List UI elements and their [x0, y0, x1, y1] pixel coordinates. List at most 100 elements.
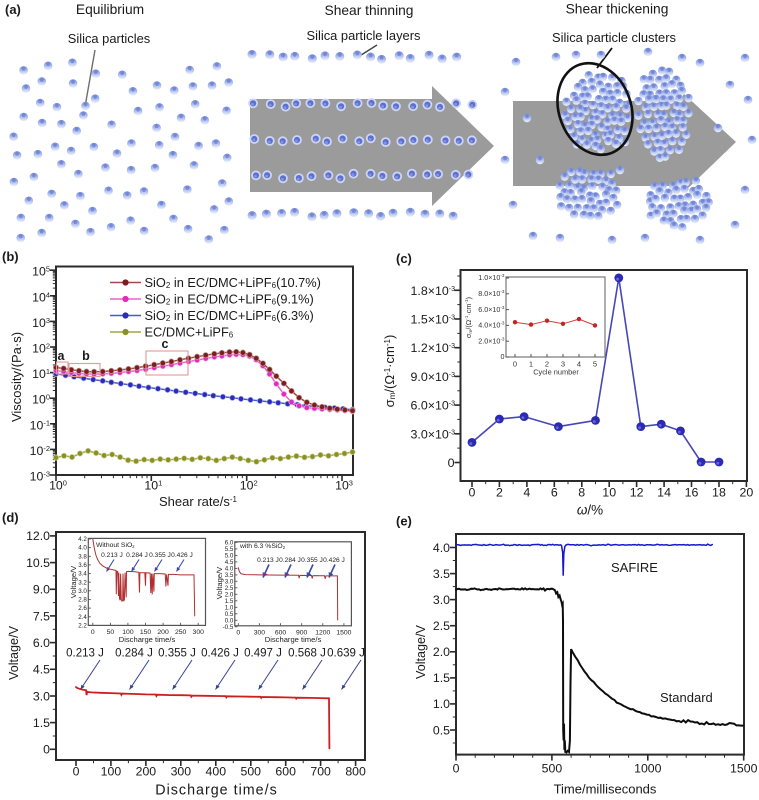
svg-text:3.0: 3.0: [33, 689, 50, 703]
svg-text:100: 100: [49, 478, 67, 492]
svg-text:100: 100: [101, 765, 122, 779]
svg-text:EC/DMC+LiPF6: EC/DMC+LiPF6: [145, 325, 234, 340]
svg-text:σm/(Ω-1·cm-1): σm/(Ω-1·cm-1): [464, 297, 474, 338]
svg-text:1000: 1000: [634, 762, 662, 776]
svg-text:Silica particles: Silica particles: [68, 31, 150, 46]
svg-text:4.0: 4.0: [78, 545, 87, 552]
svg-text:20: 20: [740, 486, 754, 500]
svg-text:3.4: 3.4: [78, 571, 87, 578]
svg-text:Voltage/V: Voltage/V: [69, 565, 78, 598]
svg-text:500: 500: [240, 765, 261, 779]
svg-text:1500: 1500: [336, 629, 351, 636]
svg-text:3.5: 3.5: [433, 567, 450, 581]
svg-text:10-3: 10-3: [30, 469, 50, 483]
svg-text:1: 1: [529, 360, 533, 369]
svg-text:Discharge time/s: Discharge time/s: [265, 635, 322, 644]
svg-text:0.355 J: 0.355 J: [158, 648, 196, 660]
svg-text:Cycle number: Cycle number: [533, 368, 579, 377]
svg-text:0: 0: [469, 486, 476, 500]
svg-text:4.5: 4.5: [33, 663, 50, 677]
svg-text:Viscosity/(Pa·s): Viscosity/(Pa·s): [9, 332, 24, 422]
svg-text:Voltage/V: Voltage/V: [414, 624, 428, 679]
svg-text:Discharge time/s: Discharge time/s: [119, 635, 176, 644]
svg-text:SiO2 in EC/DMC+LiPF6(9.1%): SiO2 in EC/DMC+LiPF6(9.1%): [145, 292, 314, 307]
svg-text:(a): (a): [5, 2, 21, 17]
svg-text:(e): (e): [396, 514, 412, 529]
svg-text:200: 200: [157, 629, 169, 636]
svg-text:Without SiO2: Without SiO2: [96, 542, 135, 549]
svg-text:102: 102: [32, 341, 50, 355]
svg-text:300: 300: [171, 765, 192, 779]
svg-text:2: 2: [496, 486, 503, 500]
svg-text:b: b: [82, 349, 90, 363]
svg-text:SiO2 in EC/DMC+LiPF6(10.7%): SiO2 in EC/DMC+LiPF6(10.7%): [145, 275, 321, 290]
svg-text:with 6.3 %SiO2: with 6.3 %SiO2: [239, 543, 286, 550]
svg-text:3.8: 3.8: [78, 553, 87, 560]
svg-text:2.0×10-3: 2.0×10-3: [478, 336, 505, 345]
svg-text:-0.5: -0.5: [223, 624, 234, 631]
svg-text:0.213 J: 0.213 J: [101, 552, 123, 559]
svg-text:104: 104: [32, 290, 50, 304]
svg-text:18: 18: [712, 486, 726, 500]
svg-text:Voltage/V: Voltage/V: [7, 625, 21, 680]
svg-text:2.2: 2.2: [78, 623, 87, 630]
svg-text:0.426 J: 0.426 J: [171, 552, 193, 559]
svg-text:σm/(Ω-1·cm-1): σm/(Ω-1·cm-1): [382, 335, 397, 408]
svg-text:Silica particle clusters: Silica particle clusters: [552, 30, 676, 45]
svg-text:c: c: [162, 337, 169, 351]
svg-text:600: 600: [275, 765, 296, 779]
svg-text:800: 800: [345, 765, 366, 779]
svg-text:700: 700: [310, 765, 331, 779]
svg-text:14: 14: [657, 486, 671, 500]
svg-text:0.639 J: 0.639 J: [327, 648, 365, 660]
svg-text:5: 5: [593, 360, 597, 369]
svg-text:6: 6: [551, 486, 558, 500]
svg-text:12.0: 12.0: [26, 529, 50, 543]
svg-text:0: 0: [73, 765, 80, 779]
svg-text:3.5: 3.5: [225, 572, 234, 579]
svg-text:600: 600: [275, 629, 287, 636]
svg-text:0: 0: [91, 629, 95, 636]
svg-text:103: 103: [335, 478, 353, 492]
svg-text:9.0×10-3: 9.0×10-3: [411, 370, 456, 384]
svg-text:2.6: 2.6: [78, 605, 87, 612]
svg-text:2: 2: [545, 360, 549, 369]
svg-text:150: 150: [140, 629, 152, 636]
svg-text:50: 50: [107, 629, 115, 636]
svg-text:3: 3: [561, 360, 565, 369]
svg-text:102: 102: [240, 478, 258, 492]
svg-text:4.2: 4.2: [78, 536, 87, 543]
svg-text:(c): (c): [396, 251, 412, 266]
svg-text:Shear rate/s-1: Shear rate/s-1: [159, 494, 237, 509]
svg-text:0: 0: [236, 629, 240, 636]
svg-text:0.426 J: 0.426 J: [323, 557, 345, 564]
svg-text:3.6: 3.6: [78, 562, 87, 569]
svg-text:6.0: 6.0: [33, 636, 50, 650]
svg-text:2.5: 2.5: [433, 619, 450, 633]
svg-text:0.497 J: 0.497 J: [244, 648, 282, 660]
svg-text:Voltage/V: Voltage/V: [215, 566, 224, 599]
svg-text:1.0×10-3: 1.0×10-3: [478, 273, 505, 282]
svg-text:4.0: 4.0: [225, 565, 234, 572]
svg-text:900: 900: [296, 629, 308, 636]
svg-text:1.8×10-3: 1.8×10-3: [411, 284, 456, 298]
svg-text:2.5: 2.5: [225, 585, 234, 592]
svg-text:5.5: 5.5: [225, 546, 234, 553]
svg-text:2.0: 2.0: [433, 645, 450, 659]
svg-text:(d): (d): [2, 510, 19, 525]
svg-text:400: 400: [206, 765, 227, 779]
svg-text:Silica particle layers: Silica particle layers: [307, 28, 421, 43]
svg-text:0.0: 0.0: [225, 617, 234, 624]
svg-text:Shear thinning: Shear thinning: [325, 3, 414, 18]
svg-text:Shear thickening: Shear thickening: [566, 2, 669, 17]
svg-text:6.0×10-3: 6.0×10-3: [411, 399, 456, 413]
svg-text:6.0: 6.0: [225, 540, 234, 547]
svg-text:(b): (b): [2, 249, 19, 264]
svg-text:0.284 J: 0.284 J: [115, 648, 153, 660]
svg-text:1500: 1500: [730, 762, 758, 776]
svg-text:1.0: 1.0: [433, 697, 450, 711]
svg-text:3.0×10-3: 3.0×10-3: [411, 427, 456, 441]
svg-text:4: 4: [577, 360, 581, 369]
svg-text:1.5: 1.5: [433, 671, 450, 685]
svg-text:0.355 J: 0.355 J: [301, 557, 323, 564]
